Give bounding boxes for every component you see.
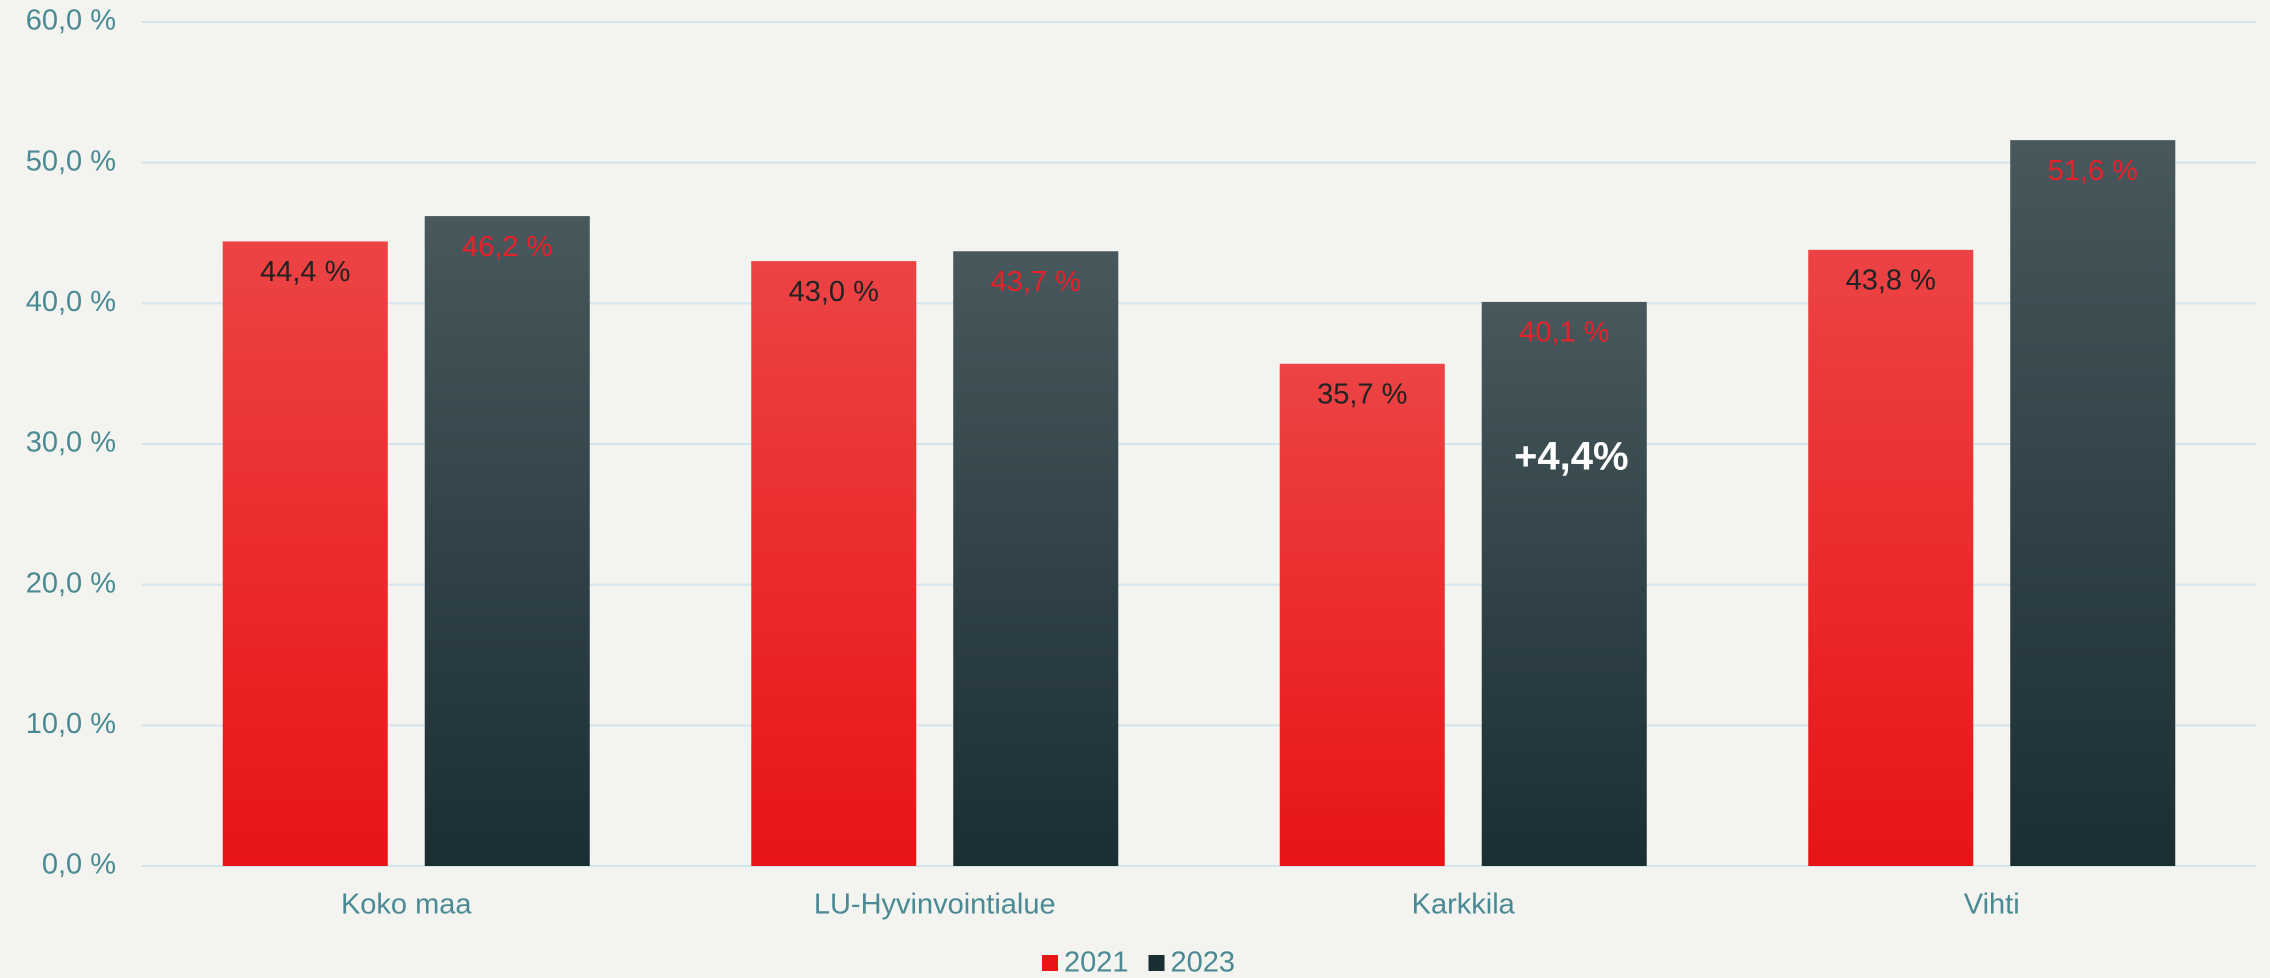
legend-swatch [1042,955,1058,971]
data-label: 51,6 % [2048,155,2138,187]
data-label: 35,7 % [1317,378,1407,410]
x-tick-label: LU-Hyvinvointialue [814,889,1056,921]
legend-label: 2023 [1171,947,1236,978]
data-label: 44,4 % [260,256,350,288]
bar-shine [222,241,388,866]
data-label: 40,1 % [1519,317,1609,349]
data-label: 43,7 % [991,266,1081,298]
y-tick-label: 30,0 % [26,427,116,459]
y-tick-label: 50,0 % [26,145,116,177]
y-tick-label: 60,0 % [26,5,116,37]
y-tick-label: 0,0 % [42,849,116,881]
data-label: 43,8 % [1846,265,1936,297]
y-tick-label: 20,0 % [26,567,116,599]
bar-shine [751,261,917,867]
data-label: 43,0 % [789,276,879,308]
x-tick-label: Karkkila [1412,889,1516,921]
bar-shine [1279,363,1445,866]
legend-label: 2021 [1064,947,1129,978]
y-tick-label: 40,0 % [26,286,116,318]
x-tick-label: Vihti [1964,889,2020,921]
bar-shine [424,216,590,866]
bar-shine [953,251,1119,866]
bar-shine [2010,140,2176,866]
legend-swatch [1148,955,1165,971]
data-label: 46,2 % [462,231,552,263]
bar-shine [1481,301,1647,867]
bar-shine [1808,249,1974,866]
y-tick-label: 10,0 % [26,708,116,740]
x-tick-label: Koko maa [341,889,472,921]
annotation: +4,4% [1514,434,1629,478]
